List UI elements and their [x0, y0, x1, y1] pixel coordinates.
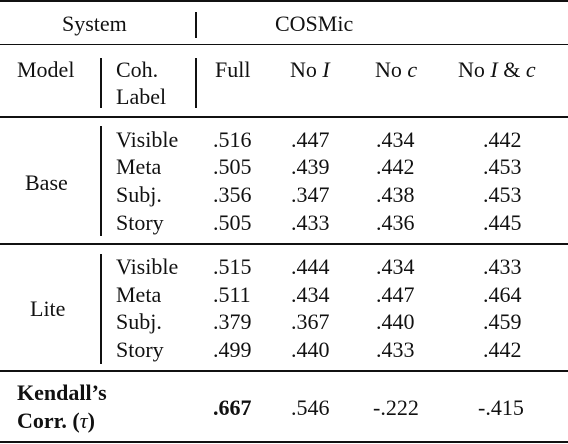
col-no-i-var: I	[322, 57, 330, 82]
no-c-cell: .438	[376, 182, 415, 207]
coh-label-cell: Meta	[116, 154, 162, 179]
no-c-cell: .434	[376, 254, 415, 279]
subheader-vertical-rule-left	[100, 58, 102, 108]
no-i-cell: .447	[291, 127, 330, 152]
system-header: System	[62, 11, 127, 36]
no-c-cell: .447	[376, 282, 415, 307]
no-i-cell: .439	[291, 154, 330, 179]
coh-label-cell: Visible	[116, 254, 179, 279]
coh-label-header-line2: Label	[116, 84, 167, 109]
col-no-ic-prefix: No	[458, 57, 491, 82]
kendall-label-suffix: )	[87, 408, 95, 433]
no-ic-cell: .464	[483, 282, 522, 307]
cosmic-header: COSMic	[275, 11, 354, 36]
col-no-i-header: No I	[290, 59, 330, 81]
no-i-cell: .367	[291, 309, 330, 334]
subheader-rule	[0, 116, 568, 118]
no-i-cell: .440	[291, 337, 330, 362]
kendall-label-line2: Corr. (τ)	[17, 410, 95, 432]
header-vertical-rule	[195, 12, 197, 38]
no-ic-cell: .442	[483, 127, 522, 152]
col-no-c-var: c	[407, 57, 418, 82]
tau-symbol: τ	[79, 408, 88, 433]
no-ic-cell: .442	[483, 337, 522, 362]
full-cell: .499	[213, 337, 252, 362]
header-rule	[0, 44, 568, 45]
no-c-cell: .436	[376, 210, 415, 235]
coh-label-cell: Subj.	[116, 182, 162, 207]
no-ic-cell: .445	[483, 210, 522, 235]
kendall-no-c-value: -.222	[373, 395, 419, 420]
subheader-vertical-rule-right	[195, 58, 197, 108]
coh-label-cell: Story	[116, 337, 164, 362]
coh-label-cell: Subj.	[116, 309, 162, 334]
model-base-label: Base	[25, 170, 68, 195]
kendall-full-value: .667	[213, 395, 252, 420]
lite-group-vertical-rule	[100, 254, 102, 364]
no-c-cell: .433	[376, 337, 415, 362]
no-ic-cell: .459	[483, 309, 522, 334]
coh-label-cell: Meta	[116, 282, 162, 307]
no-i-cell: .444	[291, 254, 330, 279]
model-lite-label: Lite	[30, 296, 66, 321]
no-i-cell: .434	[291, 282, 330, 307]
kendall-label-prefix: Corr. (	[17, 408, 80, 433]
col-no-i-prefix: No	[290, 57, 323, 82]
full-cell: .516	[213, 127, 252, 152]
top-rule	[0, 0, 568, 2]
col-no-ic-var2: c	[525, 57, 536, 82]
no-i-cell: .433	[291, 210, 330, 235]
full-cell: .505	[213, 210, 252, 235]
coh-label-header-line1: Coh.	[116, 57, 159, 82]
no-ic-cell: .453	[483, 182, 522, 207]
no-ic-cell: .433	[483, 254, 522, 279]
no-c-cell: .434	[376, 127, 415, 152]
col-no-c-prefix: No	[375, 57, 408, 82]
no-c-cell: .442	[376, 154, 415, 179]
footer-rule	[0, 370, 568, 372]
col-no-ic-amp: &	[497, 57, 526, 82]
coh-label-cell: Visible	[116, 127, 179, 152]
coh-label-cell: Story	[116, 210, 164, 235]
no-ic-cell: .453	[483, 154, 522, 179]
col-no-ic-var1: I	[490, 57, 498, 82]
full-cell: .356	[213, 182, 252, 207]
model-header: Model	[17, 57, 75, 82]
full-cell: .379	[213, 309, 252, 334]
kendall-no-i-value: .546	[291, 395, 330, 420]
base-group-vertical-rule	[100, 126, 102, 236]
no-c-cell: .440	[376, 309, 415, 334]
full-cell: .515	[213, 254, 252, 279]
col-no-c-header: No c	[375, 59, 417, 81]
kendall-label-line1: Kendall’s	[17, 380, 107, 405]
col-full-header: Full	[215, 57, 251, 82]
kendall-no-ic-value: -.415	[478, 395, 524, 420]
full-cell: .505	[213, 154, 252, 179]
col-no-ic-header: No I & c	[458, 59, 536, 81]
group-divider-rule	[0, 243, 568, 245]
no-i-cell: .347	[291, 182, 330, 207]
full-cell: .511	[213, 282, 251, 307]
bottom-rule	[0, 441, 568, 443]
